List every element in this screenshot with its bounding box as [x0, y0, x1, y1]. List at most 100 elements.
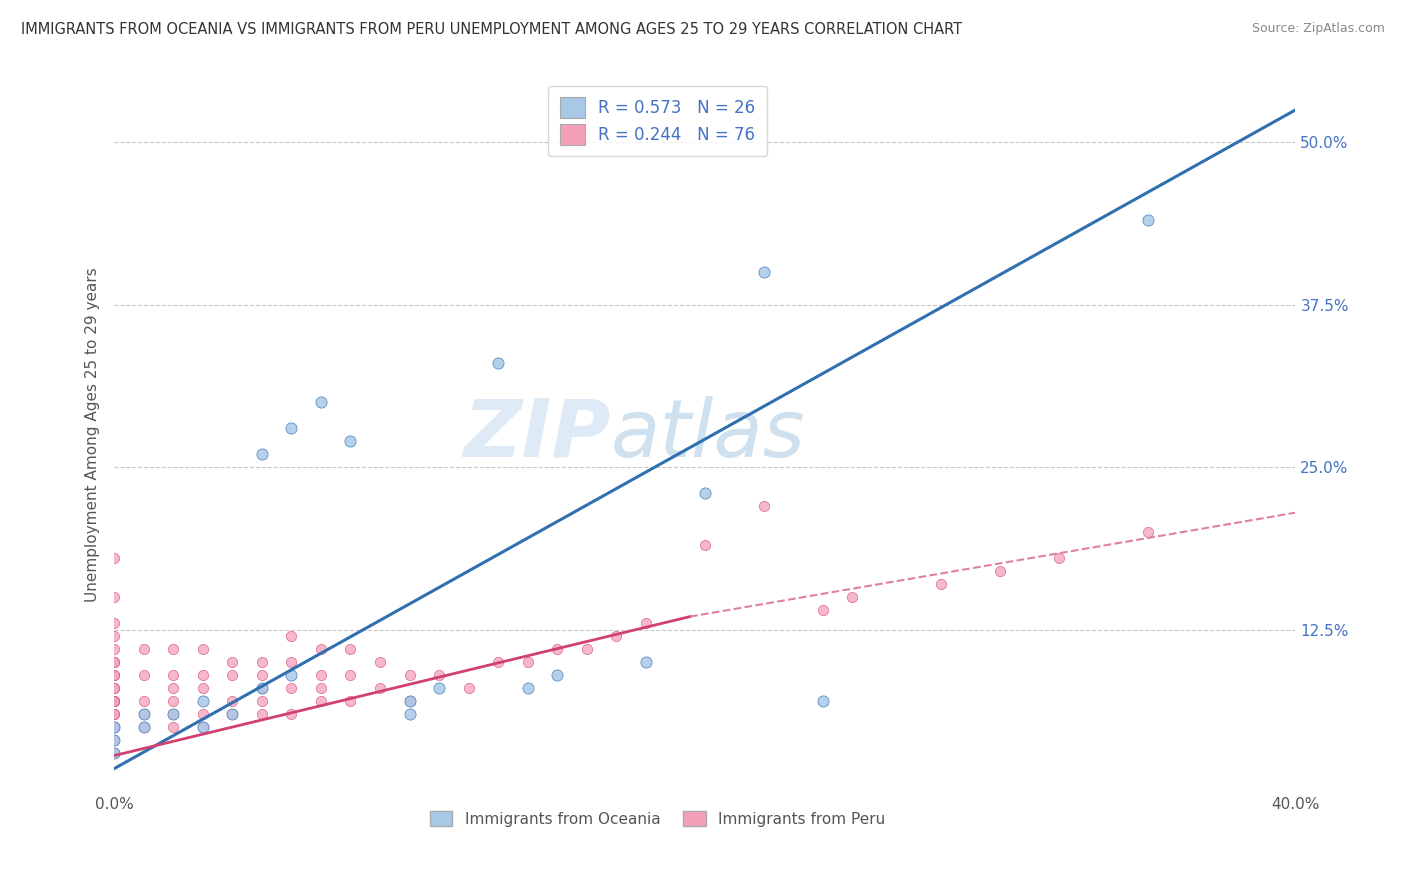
Point: [398, 668, 420, 682]
Point: [457, 681, 479, 695]
Point: [103, 720, 125, 734]
Point: [250, 681, 273, 695]
Point: [368, 681, 391, 695]
Point: [103, 746, 125, 760]
Point: [339, 668, 361, 682]
Point: [162, 706, 184, 721]
Point: [103, 733, 125, 747]
Point: [132, 668, 155, 682]
Point: [693, 486, 716, 500]
Text: atlas: atlas: [610, 396, 806, 474]
Point: [191, 720, 214, 734]
Point: [486, 655, 509, 669]
Point: [103, 668, 125, 682]
Point: [280, 668, 302, 682]
Point: [162, 681, 184, 695]
Point: [929, 577, 952, 591]
Text: ZIP: ZIP: [463, 396, 610, 474]
Point: [221, 706, 243, 721]
Point: [427, 681, 450, 695]
Point: [250, 447, 273, 461]
Point: [250, 694, 273, 708]
Point: [103, 706, 125, 721]
Point: [309, 694, 332, 708]
Point: [191, 694, 214, 708]
Point: [309, 395, 332, 409]
Point: [398, 706, 420, 721]
Y-axis label: Unemployment Among Ages 25 to 29 years: Unemployment Among Ages 25 to 29 years: [86, 268, 100, 602]
Point: [162, 668, 184, 682]
Point: [162, 706, 184, 721]
Point: [693, 538, 716, 552]
Point: [988, 564, 1011, 578]
Point: [339, 694, 361, 708]
Point: [250, 706, 273, 721]
Point: [546, 668, 568, 682]
Point: [280, 421, 302, 435]
Point: [546, 642, 568, 657]
Point: [427, 668, 450, 682]
Point: [103, 733, 125, 747]
Point: [634, 616, 657, 631]
Text: Source: ZipAtlas.com: Source: ZipAtlas.com: [1251, 22, 1385, 36]
Legend: Immigrants from Oceania, Immigrants from Peru: Immigrants from Oceania, Immigrants from…: [422, 803, 893, 834]
Point: [103, 629, 125, 643]
Text: IMMIGRANTS FROM OCEANIA VS IMMIGRANTS FROM PERU UNEMPLOYMENT AMONG AGES 25 TO 29: IMMIGRANTS FROM OCEANIA VS IMMIGRANTS FR…: [21, 22, 962, 37]
Point: [634, 655, 657, 669]
Point: [250, 668, 273, 682]
Point: [280, 655, 302, 669]
Point: [132, 694, 155, 708]
Point: [575, 642, 598, 657]
Point: [103, 590, 125, 604]
Point: [250, 681, 273, 695]
Point: [191, 668, 214, 682]
Point: [486, 356, 509, 370]
Point: [103, 681, 125, 695]
Point: [752, 265, 775, 279]
Point: [103, 694, 125, 708]
Point: [162, 720, 184, 734]
Point: [103, 655, 125, 669]
Point: [103, 551, 125, 566]
Point: [1136, 213, 1159, 227]
Point: [132, 706, 155, 721]
Point: [103, 694, 125, 708]
Point: [132, 642, 155, 657]
Point: [103, 706, 125, 721]
Point: [1136, 525, 1159, 540]
Point: [191, 706, 214, 721]
Point: [398, 694, 420, 708]
Point: [103, 655, 125, 669]
Point: [811, 694, 834, 708]
Point: [752, 499, 775, 513]
Point: [103, 642, 125, 657]
Point: [162, 694, 184, 708]
Point: [516, 655, 538, 669]
Point: [103, 616, 125, 631]
Point: [309, 642, 332, 657]
Point: [339, 434, 361, 449]
Point: [221, 655, 243, 669]
Point: [132, 706, 155, 721]
Point: [103, 681, 125, 695]
Point: [1047, 551, 1070, 566]
Point: [221, 668, 243, 682]
Point: [368, 655, 391, 669]
Point: [103, 746, 125, 760]
Point: [132, 720, 155, 734]
Point: [309, 668, 332, 682]
Point: [516, 681, 538, 695]
Point: [191, 681, 214, 695]
Point: [103, 668, 125, 682]
Point: [132, 720, 155, 734]
Point: [280, 706, 302, 721]
Point: [811, 603, 834, 617]
Point: [221, 706, 243, 721]
Point: [398, 694, 420, 708]
Point: [103, 720, 125, 734]
Point: [162, 642, 184, 657]
Point: [250, 655, 273, 669]
Point: [280, 629, 302, 643]
Point: [605, 629, 627, 643]
Point: [103, 720, 125, 734]
